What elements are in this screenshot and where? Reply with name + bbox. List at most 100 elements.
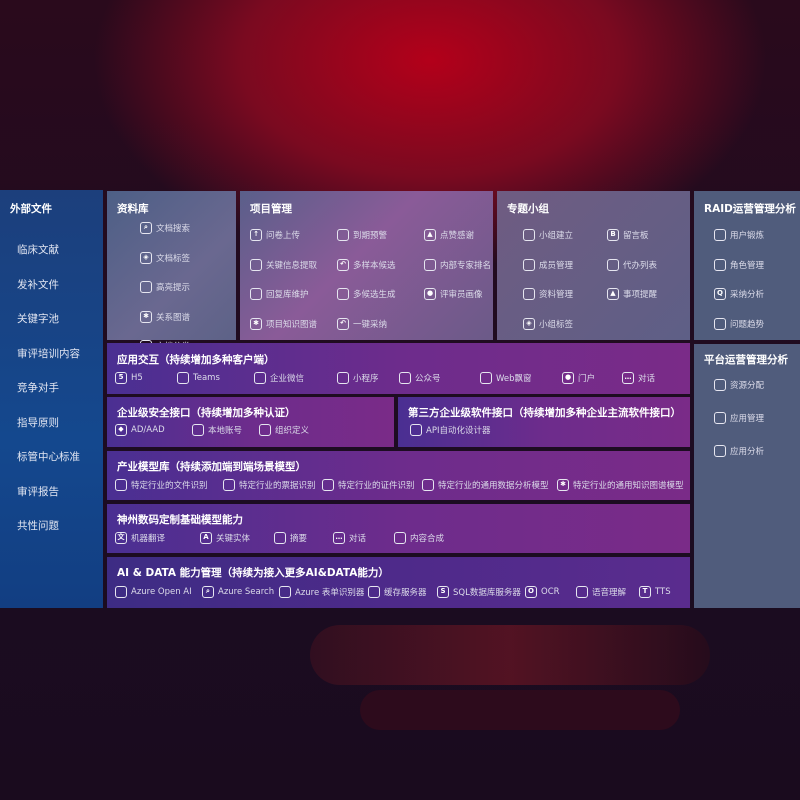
feature-label: 成员管理 [539,260,574,271]
feature-item[interactable]: ● 评审员画像 [424,288,483,300]
panel-title: 资料库 [117,203,149,215]
sidebar-item[interactable]: 竞争对手 [17,382,59,394]
feature-item[interactable]: 用户锻炼 [714,229,764,241]
local-account-icon [192,424,204,436]
feature-item[interactable]: 应用分析 [714,445,764,457]
feature-item[interactable]: 企业微信 [254,372,304,384]
feature-item[interactable]: 内容合成 [394,532,444,544]
feature-item[interactable]: ↑ 问卷上传 [250,229,300,241]
feature-label: Teams [193,373,220,383]
feature-item[interactable]: 特定行业的文件识别 [115,479,208,491]
feature-item[interactable]: 资源分配 [714,379,764,391]
feature-label: 评审员画像 [440,290,483,300]
feature-item[interactable]: Web飘窗 [480,372,532,384]
feature-item[interactable]: 摘要 [274,532,307,544]
feature-item[interactable]: O OCR [525,586,560,598]
feature-item[interactable]: … 对话 [333,532,366,544]
feature-item[interactable]: ◈ 文档标签 [140,251,190,264]
feature-item[interactable]: S SQL数据库服务器 [437,586,521,598]
feature-item[interactable]: B 留言板 [607,229,649,241]
feature-item[interactable]: ↶ 多样本候选 [337,258,396,271]
window-icon [250,258,262,271]
sidebar-item[interactable]: 临床文献 [17,244,59,256]
feature-item[interactable]: Azure Open AI [115,586,192,598]
sidebar-item[interactable]: 审评培训内容 [17,347,80,360]
sidebar-item[interactable]: 审评报告 [17,485,59,498]
alarm-icon [337,229,349,241]
feature-label: Web飘窗 [496,374,532,384]
feature-label: 特定行业的证件识别 [338,481,415,491]
feature-item[interactable]: 问题趋势 [714,317,764,330]
feature-item[interactable]: 特定行业的证件识别 [322,479,415,491]
feature-item[interactable]: 应用管理 [714,412,764,424]
feature-item[interactable]: 组织定义 [259,424,309,436]
user-icon: ● [424,288,436,300]
feature-item[interactable]: T TTS [639,586,671,598]
feature-item[interactable]: 缓存服务器 [368,586,427,598]
feature-item[interactable]: 关键信息提取 [250,258,317,271]
teams-icon [177,372,189,384]
graph-icon: ✱ [140,310,152,323]
feature-item[interactable]: 到期预警 [337,229,387,241]
tts-icon: T [639,586,651,598]
sidebar-item[interactable]: 发补文件 [17,278,59,291]
bbs-icon: B [607,229,619,241]
feature-item[interactable]: 内部专家排名 [424,258,491,271]
feature-item[interactable]: 特定行业的票据识别 [223,479,316,491]
feature-item[interactable]: ◈ 小组标签 [523,317,573,330]
feature-item[interactable]: Q 采纳分析 [714,288,764,300]
feature-label: 项目知识图谱 [266,319,318,330]
feature-item[interactable]: 回复库维护 [250,288,309,300]
panel-project-management: 项目管理 ↑ 问卷上传 到期预警 ▲ 点赞感谢 关键信息提取 ↶ 多样本候选 内部专家排名 回复库维… [240,191,493,340]
feature-item[interactable]: 资料管理 [523,288,573,300]
feature-item[interactable]: ▲ 事项提醒 [607,288,657,300]
feature-label: 机器翻译 [131,534,166,544]
ranking-icon [424,258,436,271]
feature-label: 缓存服务器 [384,588,427,598]
feature-item[interactable]: ✱ 项目知识图谱 [250,317,318,330]
feature-item[interactable]: API自动化设计器 [410,424,490,436]
feature-item[interactable]: ✱ 关系图谱 [140,310,190,323]
feature-item[interactable]: ↶ 一键采纳 [337,317,387,330]
feature-item[interactable]: 小组建立 [523,229,573,241]
feature-item[interactable]: Azure 表单识别器 [279,586,364,598]
feature-item[interactable]: 5 H5 [115,372,143,384]
sidebar-item[interactable]: 关键字池 [17,313,59,325]
cache-server-icon [368,586,380,598]
feature-item[interactable]: ⌕ 文档搜索 [140,222,190,234]
feature-label: 资源分配 [730,381,765,391]
feature-item[interactable]: 高亮提示 [140,281,190,293]
sidebar-item[interactable]: 指导原则 [17,416,59,429]
sidebar-item[interactable]: 共性问题 [17,520,59,532]
edit-icon [250,288,262,300]
feature-item[interactable]: ▲ 点赞感谢 [424,229,474,241]
feature-item[interactable]: ✱ 特定行业的通用知识图谱模型 [557,479,684,491]
feature-label: 语音理解 [592,588,627,598]
feature-item[interactable]: 本地账号 [192,424,242,436]
feature-label: 高亮提示 [156,283,191,293]
feature-item[interactable]: 小程序 [337,372,379,384]
feature-label: 小组建立 [539,231,574,241]
feature-item[interactable]: ⌕ Azure Search [202,586,274,598]
feature-item[interactable]: 角色管理 [714,258,764,271]
panel-title: AI & DATA 能力管理（持续为接入更多AI&DATA能力） [117,567,389,579]
feature-label: 本地账号 [208,426,243,436]
feature-item[interactable]: ◆ AD/AAD [115,424,165,436]
feature-item[interactable]: 成员管理 [523,258,574,271]
feature-item[interactable]: A 关键实体 [200,532,250,544]
gear-icon [410,424,422,436]
feature-label: API自动化设计器 [426,426,491,436]
sidebar-item[interactable]: 标管中心标准 [17,451,80,463]
feature-item[interactable]: 代办列表 [607,258,657,271]
feature-label: 对话 [638,374,656,384]
feature-item[interactable]: 语音理解 [576,586,626,598]
feature-item[interactable]: Teams [177,372,220,384]
feature-item[interactable]: 文机器翻译 [115,532,165,544]
feature-item[interactable]: 特定行业的通用数据分析模型 [422,479,549,491]
reply-icon: ↶ [337,317,349,330]
feature-item[interactable]: … 对话 [622,372,655,384]
feature-item[interactable]: ● 门户 [562,372,595,384]
feature-item[interactable]: 公众号 [399,372,441,384]
feature-item[interactable]: 多候选生成 [337,288,396,300]
feature-label: 关键实体 [216,534,251,544]
